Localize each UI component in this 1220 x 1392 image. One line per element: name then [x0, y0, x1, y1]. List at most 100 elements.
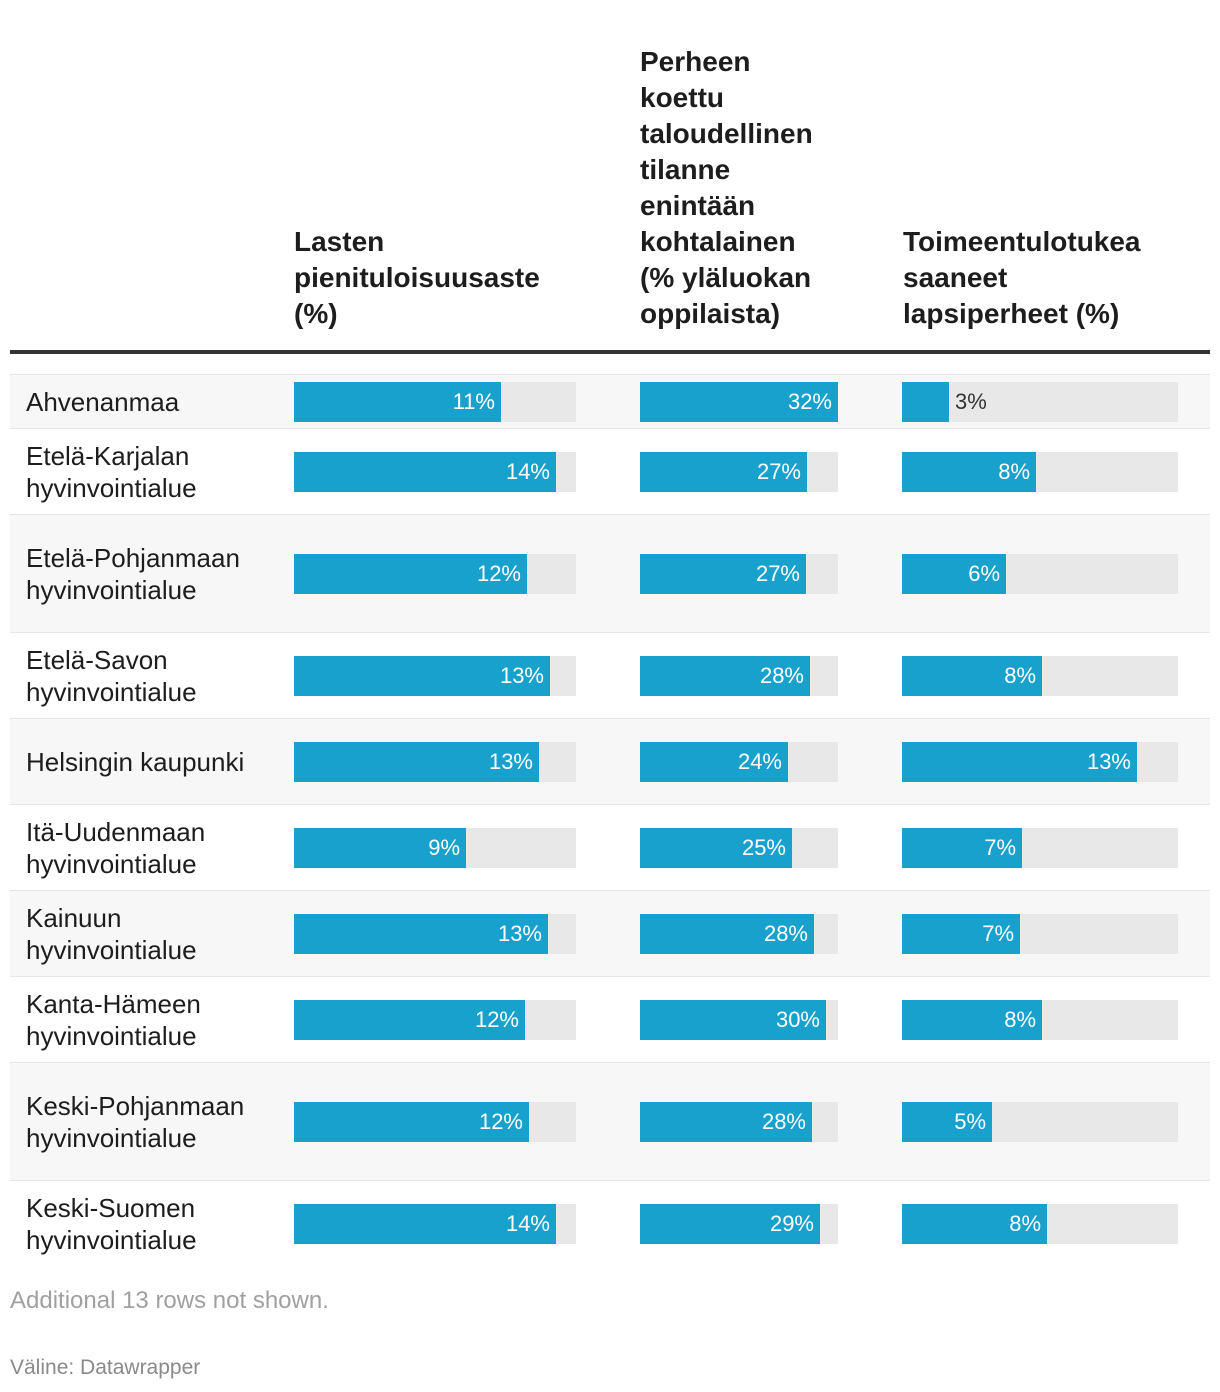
table-row[interactable]: Ahvenanmaa 11% 32% 3% [10, 374, 1210, 428]
bar-value-label: 8% [1004, 662, 1036, 688]
bar-track-family-finances: 28% [640, 1101, 838, 1142]
bar-track-family-finances: 32% [640, 381, 838, 422]
bar-value-label: 28% [761, 1108, 806, 1134]
bar-track-income-support: 8% [902, 451, 1178, 492]
bar-family-finances [640, 913, 814, 954]
bar-track-income-support: 8% [902, 999, 1178, 1040]
table-body: Ahvenanmaa 11% 32% 3% Etelä-Karjalan hyvinvo… [10, 374, 1210, 1266]
bar-family-finances [640, 1203, 820, 1244]
table-row[interactable]: Kanta-Hämeen hyvinvointialue 12% 30% 8% [10, 976, 1210, 1062]
bar-value-label: 24% [737, 748, 782, 774]
bar-value-label: 9% [428, 834, 460, 860]
bar-value-label: 5% [954, 1108, 986, 1134]
row-label: Keski-Pohjanmaan hyvinvointialue [26, 1090, 245, 1153]
bar-family-finances [640, 451, 807, 492]
bar-value-label: 11% [452, 388, 495, 414]
table-row[interactable]: Keski-Pohjanmaan hyvinvointialue 12% 28% 5% [10, 1062, 1210, 1180]
table-row[interactable]: Etelä-Pohjanmaan hyvinvointialue 12% 27% 6% [10, 514, 1210, 632]
table-row[interactable]: Etelä-Savon hyvinvointialue 13% 28% 8% [10, 632, 1210, 718]
bar-value-label: 28% [759, 662, 804, 688]
table-row[interactable]: Itä-Uudenmaan hyvinvointialue 9% 25% 7% [10, 804, 1210, 890]
bar-value-label: 6% [968, 560, 1000, 586]
bar-family-finances [640, 1101, 812, 1142]
bar-income-support [902, 913, 1020, 954]
source-note: Väline: Datawrapper [10, 1356, 201, 1379]
bar-track-family-finances: 29% [640, 1203, 838, 1244]
bar-value-label: 14% [505, 1210, 550, 1236]
bar-value-label: 13% [497, 920, 542, 946]
table-header: Lasten pienituloisuusaste (%) Perheen ko… [10, 0, 1210, 350]
bar-family-finances [640, 655, 810, 696]
row-label: Keski-Suomen hyvinvointialue [26, 1192, 197, 1255]
bar-track-income-support: 8% [902, 1203, 1178, 1244]
bar-value-label: 25% [741, 834, 786, 860]
column-header-family-finances[interactable]: Perheen koettu taloudellinen tilanne eni… [640, 46, 813, 329]
table-row[interactable]: Etelä-Karjalan hyvinvointialue 14% 27% 8% [10, 428, 1210, 514]
row-label: Kanta-Hämeen hyvinvointialue [26, 988, 201, 1051]
row-label: Etelä-Karjalan hyvinvointialue [26, 440, 197, 503]
bar-value-label: 7% [982, 920, 1014, 946]
bar-income-support [902, 1101, 992, 1142]
bar-track-child-poverty: 12% [294, 1101, 576, 1142]
bar-track-family-finances: 27% [640, 553, 838, 594]
table-row[interactable]: Kainuun hyvinvointialue 13% 28% 7% [10, 890, 1210, 976]
bar-family-finances [640, 741, 788, 782]
bar-track-income-support: 3% [902, 381, 1178, 422]
bar-value-label: 8% [1009, 1210, 1041, 1236]
bar-child-poverty [294, 655, 550, 696]
bar-family-finances [640, 381, 838, 422]
bar-value-label: 14% [505, 458, 550, 484]
bar-track-family-finances: 28% [640, 655, 838, 696]
bar-track-child-poverty: 9% [294, 827, 576, 868]
bar-value-label: 13% [488, 748, 533, 774]
bar-track-child-poverty: 11% [294, 381, 576, 422]
additional-rows-note: Additional 13 rows not shown. [10, 1287, 329, 1314]
bar-child-poverty [294, 741, 539, 782]
row-label: Etelä-Pohjanmaan hyvinvointialue [26, 542, 240, 605]
bar-track-child-poverty: 13% [294, 741, 576, 782]
bar-track-income-support: 7% [902, 827, 1178, 868]
table-row[interactable]: Keski-Suomen hyvinvointialue 14% 29% 8% [10, 1180, 1210, 1266]
bar-child-poverty [294, 553, 527, 594]
bar-track-child-poverty: 14% [294, 1203, 576, 1244]
row-label: Itä-Uudenmaan hyvinvointialue [26, 816, 206, 879]
bar-income-support [902, 741, 1137, 782]
bar-value-label: 28% [763, 920, 808, 946]
bar-track-family-finances: 28% [640, 913, 838, 954]
bar-child-poverty [294, 913, 548, 954]
bar-child-poverty [294, 381, 501, 422]
bar-income-support [902, 451, 1036, 492]
bar-value-label: 29% [769, 1210, 814, 1236]
bar-value-label: 12% [478, 1108, 523, 1134]
bar-value-label: 13% [1086, 748, 1131, 774]
bar-income-support [902, 827, 1022, 868]
bar-family-finances [640, 999, 826, 1040]
bar-track-family-finances: 30% [640, 999, 838, 1040]
bar-child-poverty [294, 999, 525, 1040]
bar-family-finances [640, 827, 792, 868]
bar-track-family-finances: 25% [640, 827, 838, 868]
bar-value-label: 12% [474, 1006, 519, 1032]
bar-track-income-support: 13% [902, 741, 1178, 782]
bar-value-label: 8% [998, 458, 1030, 484]
bar-value-label: 13% [499, 662, 544, 688]
bar-value-label: 30% [775, 1006, 820, 1032]
bar-child-poverty [294, 1101, 529, 1142]
bar-family-finances [640, 553, 806, 594]
bar-value-label: 3% [955, 388, 987, 414]
row-label: Kainuun hyvinvointialue [26, 902, 197, 965]
row-label: Ahvenanmaa [26, 386, 180, 417]
bar-track-child-poverty: 13% [294, 655, 576, 696]
bar-track-income-support: 6% [902, 553, 1178, 594]
bar-track-family-finances: 24% [640, 741, 838, 782]
bar-value-label: 32% [787, 388, 832, 414]
bar-track-income-support: 7% [902, 913, 1178, 954]
bar-child-poverty [294, 827, 466, 868]
column-header-child-poverty[interactable]: Lasten pienituloisuusaste (%) [294, 226, 540, 329]
bar-track-income-support: 8% [902, 655, 1178, 696]
bar-income-support [902, 553, 1006, 594]
bar-track-child-poverty: 12% [294, 999, 576, 1040]
table-row[interactable]: Helsingin kaupunki 13% 24% 13% [10, 718, 1210, 804]
bar-child-poverty [294, 1203, 556, 1244]
column-header-income-support[interactable]: Toimeentulotukea saaneet lapsiperheet (%… [903, 226, 1141, 329]
